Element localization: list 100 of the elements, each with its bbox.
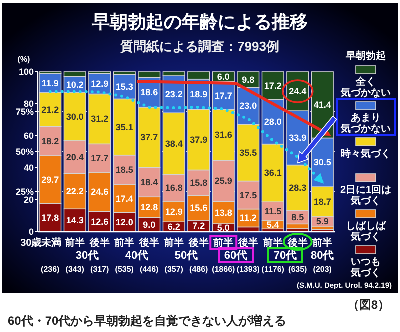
- data-label: 17.8: [42, 212, 60, 223]
- legend-label: 全く気づかない: [340, 76, 391, 99]
- chart-subtitle: 質問紙による調査：7993例: [120, 39, 280, 54]
- data-label: 23.2: [165, 90, 183, 100]
- data-label: 10.2: [66, 80, 84, 90]
- text: 70代: [274, 250, 298, 262]
- data-label: 15.6: [190, 203, 208, 213]
- data-label: 18.2: [42, 136, 60, 146]
- text: 40代: [125, 250, 149, 262]
- data-label: 35.1: [116, 122, 134, 132]
- data-label: 18.9: [190, 89, 208, 100]
- data-label: 9.0: [143, 220, 156, 230]
- data-label: 17.5: [240, 190, 258, 200]
- data-label: 11.2: [240, 213, 257, 224]
- y-tick-label: 80: [24, 99, 34, 109]
- y-tick-label: 40: [24, 163, 34, 173]
- data-label: 38.4: [165, 138, 183, 149]
- data-label: 5.4: [266, 220, 280, 230]
- legend-label: 時々気づく: [341, 148, 391, 160]
- text: (1176): [262, 265, 285, 274]
- data-label: 13.8: [214, 208, 232, 218]
- text: (535): [115, 265, 134, 274]
- data-label: 14.3: [66, 216, 84, 226]
- data-label: 37.7: [140, 132, 158, 143]
- x-tick-label: 前半: [163, 237, 184, 249]
- data-label: 17.7: [91, 153, 109, 164]
- data-label: 30.5: [314, 158, 332, 168]
- data-label: 17.7: [214, 90, 232, 101]
- text: （図8）: [347, 298, 390, 312]
- text: (486): [190, 265, 209, 274]
- y-tick-label: 75%: [16, 107, 34, 117]
- data-label: 12.8: [140, 202, 158, 212]
- data-label: 18.5: [116, 165, 134, 176]
- data-label: 17.2: [264, 80, 282, 91]
- text: (635): [288, 265, 308, 274]
- chart-title: 早朝勃起の年齢による推移: [91, 12, 308, 32]
- data-label: 11.5: [264, 206, 282, 216]
- text: (357): [164, 265, 184, 274]
- data-label: 25.9: [214, 176, 232, 186]
- data-label: 22.2: [66, 186, 84, 196]
- y-tick-label: 0: [28, 227, 34, 237]
- data-label: 15.8: [190, 178, 208, 188]
- text: (343): [66, 265, 85, 274]
- text: (1866): [212, 265, 236, 274]
- data-label: 12.6: [91, 216, 109, 227]
- data-label: 15.3: [116, 82, 134, 92]
- y-tick-label: 100: [18, 67, 34, 77]
- data-label: 31.6: [214, 130, 232, 140]
- x-tick-label: 後半: [88, 237, 110, 249]
- x-tick-label: 後半: [237, 237, 258, 249]
- legend-label: 2日に1回は気づく: [340, 185, 392, 207]
- x-tick-label: 前半: [212, 237, 234, 249]
- text: 50代: [174, 250, 198, 262]
- data-label: 20.4: [66, 152, 84, 162]
- text: (317): [90, 265, 110, 274]
- data-label: 33.9: [289, 133, 307, 144]
- data-label: 6.2: [168, 222, 180, 232]
- legend-label: あまり気づかない: [340, 113, 391, 135]
- data-label: 18.4: [140, 177, 158, 188]
- x-tick-label: 前半: [312, 237, 333, 249]
- data-label: 29.7: [42, 174, 60, 185]
- text: (1393): [236, 265, 260, 274]
- x-tick-label: 前半: [64, 237, 86, 249]
- data-label: 8.5: [292, 212, 304, 222]
- x-tick-label: 前半: [114, 237, 135, 249]
- x-tick-label: 後半: [286, 237, 308, 249]
- data-label: 24.6: [91, 187, 109, 198]
- y-tick-label: 20: [24, 195, 34, 205]
- x-tick-label: 後半: [138, 237, 160, 249]
- data-label: 5.9: [316, 216, 329, 227]
- data-label: 5.0: [217, 223, 230, 233]
- legend-title: 早朝勃起: [345, 50, 386, 62]
- data-label: 28.0: [264, 116, 282, 127]
- data-label: 6.0: [217, 72, 230, 82]
- data-label: 31.2: [91, 114, 109, 124]
- text: (203): [313, 265, 332, 274]
- data-label: 23.0: [240, 101, 258, 112]
- data-label: 18.6: [140, 87, 158, 98]
- text: 60代・70代から早朝勃起を自覚できない人が増える: [8, 314, 287, 328]
- data-label: 18.7: [314, 197, 332, 207]
- text: (446): [140, 265, 160, 274]
- data-label: 24.4: [289, 86, 307, 97]
- x-tick-label: 30歳未満: [20, 237, 62, 249]
- data-label: 11.9: [42, 78, 59, 88]
- data-label: 7.2: [192, 221, 206, 232]
- data-label: 41.4: [314, 100, 332, 110]
- y-tick-label: 60: [24, 131, 34, 141]
- data-label: 21.2: [42, 104, 60, 115]
- x-tick-label: 後半: [188, 237, 209, 249]
- data-label: 12.9: [91, 78, 109, 89]
- y-tick-label: 50%: [16, 147, 34, 157]
- y-tick-label: 25%: [16, 187, 34, 197]
- data-label: 35.5: [240, 148, 258, 158]
- data-label: 37.9: [190, 134, 208, 145]
- legend-label: いつも気づく: [350, 257, 381, 279]
- data-label: 30.0: [66, 112, 84, 122]
- x-tick-label: 前半: [262, 237, 284, 249]
- data-label: 16.8: [165, 183, 183, 193]
- text: 80代: [311, 250, 334, 262]
- data-label: 12.0: [116, 217, 134, 228]
